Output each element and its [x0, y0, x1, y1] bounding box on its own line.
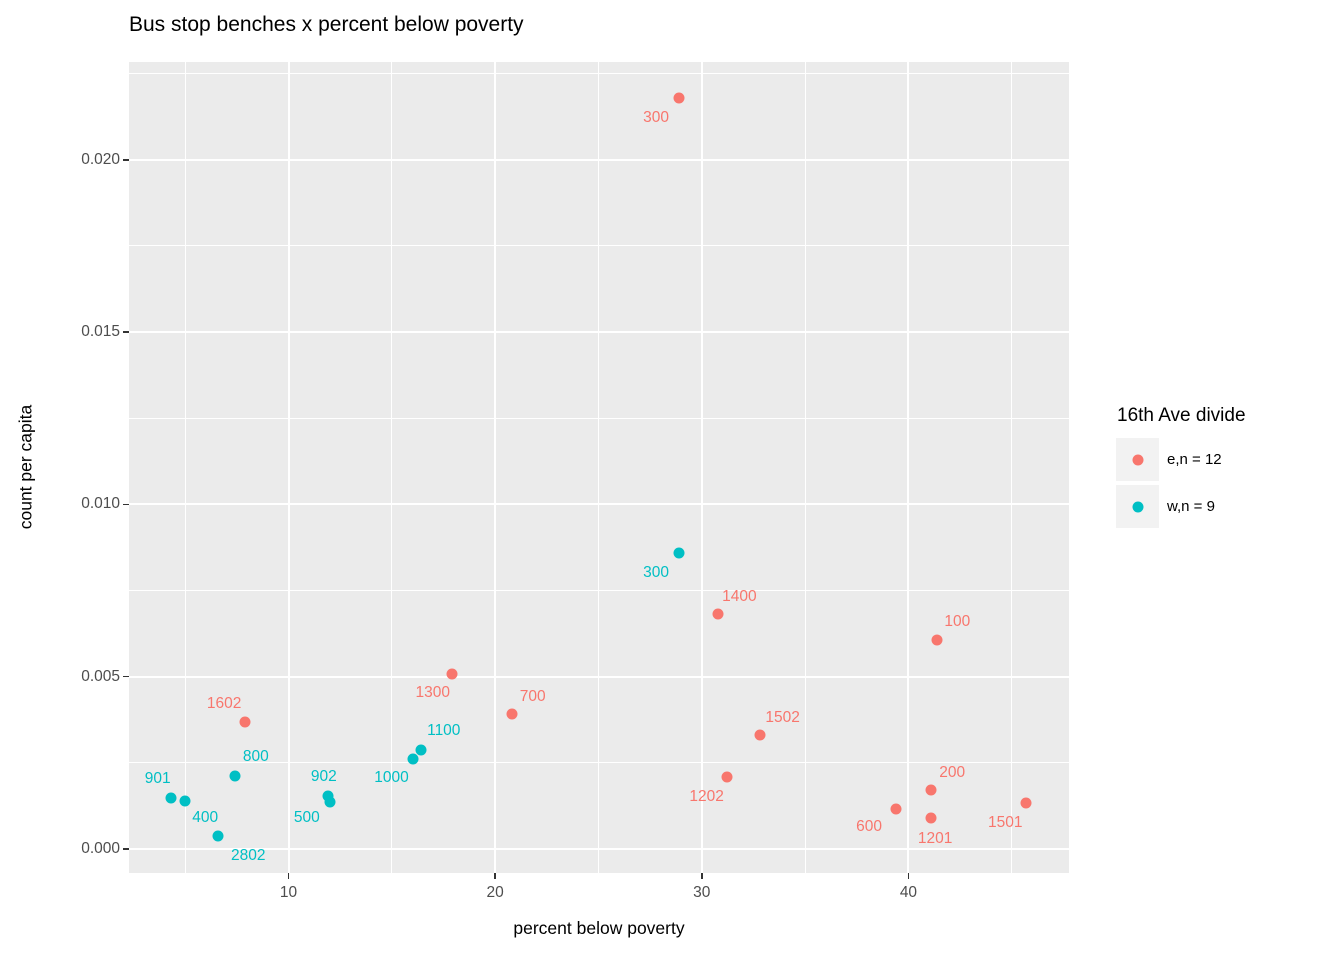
y-tick-label-0.000: 0.000	[81, 839, 120, 857]
x-tick-label-40: 40	[899, 884, 918, 901]
y-tick-label-0.010: 0.010	[81, 495, 120, 513]
x-tick-10	[287, 873, 290, 879]
x-tick-40	[907, 873, 910, 879]
legend-key-west	[1116, 485, 1159, 528]
legend-label-east: e,n = 12	[1167, 451, 1222, 468]
x-tick-30	[701, 873, 703, 879]
x-tick-label-20: 20	[486, 884, 504, 901]
y-tick-label-0.020: 0.020	[81, 150, 120, 168]
x-tick-label-30: 30	[693, 884, 711, 901]
x-tick-20	[494, 873, 496, 879]
legend-title: 16th Ave divide	[1117, 405, 1246, 426]
x-tick-label-10: 10	[279, 884, 298, 901]
y-tick-label-0.005: 0.005	[81, 667, 120, 685]
legend-key-east	[1116, 438, 1159, 481]
y-axis-title: count per capita	[15, 404, 36, 530]
east-point-swatch-icon	[1132, 454, 1143, 465]
legend-label-west: w,n = 9	[1167, 498, 1215, 515]
x-axis-title: percent below poverty	[513, 918, 685, 938]
y-tick-label-0.015: 0.015	[81, 323, 120, 341]
chart-title: Bus stop benches x percent below poverty	[129, 13, 524, 36]
west-point-swatch-icon	[1132, 501, 1143, 512]
plot-panel	[129, 62, 1069, 873]
